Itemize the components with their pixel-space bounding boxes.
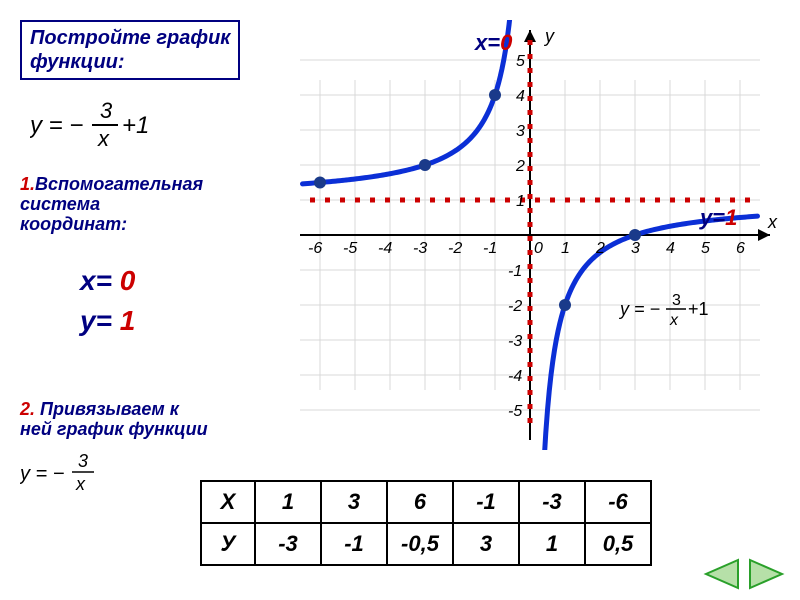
svg-text:5: 5 <box>516 53 525 70</box>
y-axis-label: y <box>543 26 555 46</box>
small-formula-left-svg: y = − 3 x <box>20 450 140 500</box>
title-line2: функции: <box>30 50 230 74</box>
table-cell: -3 <box>519 481 585 523</box>
svg-text:-3: -3 <box>508 333 522 350</box>
step2-t2: ней график функции <box>20 419 208 439</box>
table-cell: 1 <box>255 481 321 523</box>
asym-y: y= 1 <box>80 305 135 337</box>
step1-num: 1. <box>20 174 35 194</box>
x-axis-label: x <box>767 212 778 232</box>
svg-text:-2: -2 <box>508 298 522 315</box>
step1-t3: координат: <box>20 214 127 234</box>
svg-text:-1: -1 <box>508 263 522 280</box>
step1-t1: Вспомогательная <box>35 174 203 194</box>
svg-text:-6: -6 <box>308 240 322 257</box>
step2-num: 2. <box>20 399 35 419</box>
svg-text:0: 0 <box>534 240 543 257</box>
chart-asym-x0: x=0 <box>474 30 513 55</box>
title-line1: Постройте график <box>30 26 230 50</box>
svg-text:5: 5 <box>701 240 710 257</box>
coordinate-chart: -6 -5 -4 -3 -2 -1 0 1 2 3 4 5 6 -5 -4 -3 -2 -1 1 2 3 4 5 y x x… <box>280 20 780 450</box>
svg-text:3: 3 <box>100 98 113 123</box>
svg-text:4: 4 <box>516 88 525 105</box>
svg-text:x: x <box>669 312 679 329</box>
chevron-right-icon <box>748 558 788 590</box>
chart-formula: y = − 3 x +1 <box>618 292 709 329</box>
chart-asym-y1: y=1 <box>699 205 737 230</box>
svg-text:-5: -5 <box>508 403 522 420</box>
step2-block: 2. Привязываем к ней график функции <box>20 400 208 440</box>
asym-x-val: 0 <box>120 265 136 296</box>
step1-block: 1.Вспомогательная система координат: <box>20 175 203 234</box>
table-x-hdr: X <box>201 481 255 523</box>
svg-text:-2: -2 <box>448 240 462 257</box>
formula-svg: y = − 3 x +1 <box>30 98 170 153</box>
svg-text:1: 1 <box>516 193 525 210</box>
axes <box>300 30 770 440</box>
svg-text:2: 2 <box>595 240 605 257</box>
svg-text:3: 3 <box>631 240 640 257</box>
svg-text:x: x <box>97 126 110 151</box>
svg-text:-4: -4 <box>508 368 522 385</box>
svg-text:+1: +1 <box>688 299 709 319</box>
asym-x: x= 0 <box>80 265 135 297</box>
asym-y-val: 1 <box>120 305 136 336</box>
small-formula-left: y = − 3 x <box>20 450 140 506</box>
nav-next-button[interactable] <box>748 558 788 590</box>
svg-text:+1: +1 <box>122 112 149 139</box>
svg-text:-5: -5 <box>343 240 357 257</box>
main-formula: y = − 3 x +1 <box>30 98 170 160</box>
svg-text:y = −: y = − <box>618 299 660 319</box>
svg-text:-3: -3 <box>413 240 427 257</box>
title-box: Постройте график функции: <box>20 20 240 80</box>
svg-text:y = −: y = − <box>30 112 83 139</box>
table-row-y: У -3 -1 -0,5 3 1 0,5 <box>201 523 651 565</box>
svg-text:y = −: y = − <box>20 463 64 485</box>
table-cell: -3 <box>255 523 321 565</box>
nav-prev-button[interactable] <box>700 558 740 590</box>
table-row-x: X 1 3 6 -1 -3 -6 <box>201 481 651 523</box>
table-cell: 3 <box>453 523 519 565</box>
table-cell: 6 <box>387 481 453 523</box>
tick-labels: -6 -5 -4 -3 -2 -1 0 1 2 3 4 5 6 -5 -4 -3 -2 -1 1 2 3 4 5 <box>308 53 745 420</box>
table-cell: -6 <box>585 481 651 523</box>
value-table: X 1 3 6 -1 -3 -6 У -3 -1 -0,5 3 1 0,5 <box>200 480 652 566</box>
svg-text:2: 2 <box>515 158 525 175</box>
svg-text:6: 6 <box>736 240 745 257</box>
svg-text:1: 1 <box>561 240 570 257</box>
svg-text:3: 3 <box>516 123 525 140</box>
table-cell: 0,5 <box>585 523 651 565</box>
table-cell: -1 <box>321 523 387 565</box>
svg-text:3: 3 <box>672 292 681 309</box>
svg-text:3: 3 <box>78 451 88 471</box>
table-cell: -1 <box>453 481 519 523</box>
table-cell: 1 <box>519 523 585 565</box>
table-cell: -0,5 <box>387 523 453 565</box>
table-y-hdr: У <box>201 523 255 565</box>
step2-t1: Привязываем к <box>35 399 179 419</box>
step1-t2: система <box>20 194 100 214</box>
table-cell: 3 <box>321 481 387 523</box>
svg-text:-1: -1 <box>483 240 497 257</box>
chevron-left-icon <box>700 558 740 590</box>
svg-text:-4: -4 <box>378 240 392 257</box>
asym-y-lbl: y= <box>80 305 112 336</box>
svg-text:x: x <box>75 474 86 494</box>
svg-text:4: 4 <box>666 240 675 257</box>
asym-x-lbl: x= <box>80 265 112 296</box>
